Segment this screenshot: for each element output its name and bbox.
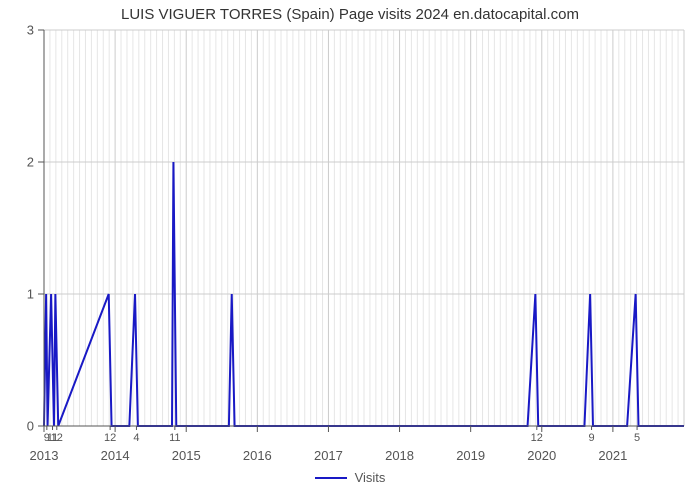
chart-svg [44, 30, 684, 426]
x-tick-minor-label: 4 [133, 432, 139, 444]
y-tick-label: 1 [27, 287, 34, 302]
chart-container: LUIS VIGUER TORRES (Spain) Page visits 2… [0, 0, 700, 500]
plot-area [44, 30, 684, 426]
y-tick-label: 0 [27, 419, 34, 434]
legend-label: Visits [355, 470, 386, 485]
x-tick-major-label: 2015 [172, 448, 201, 463]
y-tick-label: 3 [27, 23, 34, 38]
x-tick-major-label: 2021 [598, 448, 627, 463]
x-tick-major-label: 2018 [385, 448, 414, 463]
x-tick-major-label: 2017 [314, 448, 343, 463]
x-tick-minor-label: 5 [634, 432, 640, 444]
legend-swatch [315, 477, 347, 479]
x-tick-major-label: 2016 [243, 448, 272, 463]
x-tick-minor-label: 12 [51, 432, 63, 444]
chart-title: LUIS VIGUER TORRES (Spain) Page visits 2… [0, 6, 700, 23]
y-tick-label: 2 [27, 155, 34, 170]
x-tick-minor-label: 12 [531, 432, 543, 444]
x-tick-minor-label: 9 [588, 432, 594, 444]
x-tick-major-label: 2019 [456, 448, 485, 463]
legend: Visits [0, 470, 700, 485]
x-tick-major-label: 2014 [101, 448, 130, 463]
x-tick-major-label: 2020 [527, 448, 556, 463]
x-tick-minor-label: 11 [169, 432, 180, 444]
x-tick-minor-label: 12 [104, 432, 116, 444]
x-tick-major-label: 2013 [30, 448, 59, 463]
